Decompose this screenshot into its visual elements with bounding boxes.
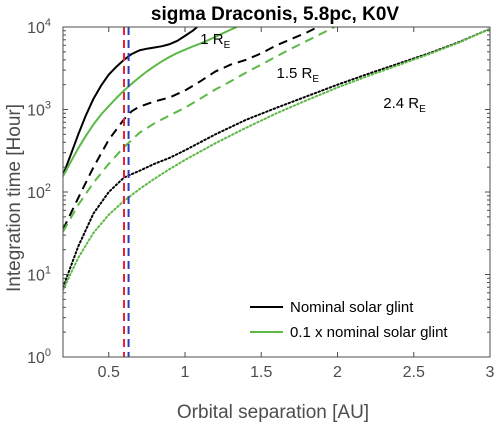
series-line-3	[63, 27, 335, 233]
y-tick-label: 100	[27, 347, 51, 367]
axis-ticks: 0.5 1 1.5 2 2.5 3 100 101 102 103 104	[27, 17, 494, 381]
planet-size-label: 1 RE	[200, 31, 230, 51]
y-tick-label: 103	[27, 100, 51, 120]
x-tick-label: 2.5	[403, 364, 425, 381]
chart-title: sigma Draconis, 5.8pc, K0V	[151, 4, 399, 25]
x-tick-label: 2	[333, 364, 342, 381]
legend-label-reduced: 0.1 x nominal solar glint	[290, 324, 448, 341]
plot-area	[63, 27, 490, 357]
y-tick-label: 104	[27, 17, 51, 37]
series-line-4	[63, 27, 490, 289]
x-tick-label: 0.5	[98, 364, 120, 381]
x-axis-label: Orbital separation [AU]	[177, 402, 369, 423]
series-line-2	[63, 27, 319, 231]
legend-box	[242, 291, 487, 350]
series-line-0	[63, 27, 198, 176]
legend-label-nominal: Nominal solar glint	[290, 299, 414, 316]
x-tick-label: 1	[181, 364, 190, 381]
annotations: 1 RE 1.5 RE 2.4 RE	[200, 31, 426, 115]
legend: Nominal solar glint 0.1 x nominal solar …	[242, 291, 487, 350]
planet-size-label: 1.5 RE	[277, 65, 320, 85]
series-line-5	[63, 27, 490, 291]
x-tick-label: 1.5	[250, 364, 272, 381]
series-line-1	[63, 27, 238, 177]
y-tick-label: 101	[27, 265, 51, 285]
x-tick-label: 3	[486, 364, 495, 381]
planet-size-label: 2.4 RE	[383, 95, 426, 115]
y-tick-label: 102	[27, 182, 51, 202]
y-axis-label: Integration time [Hour]	[4, 104, 25, 292]
